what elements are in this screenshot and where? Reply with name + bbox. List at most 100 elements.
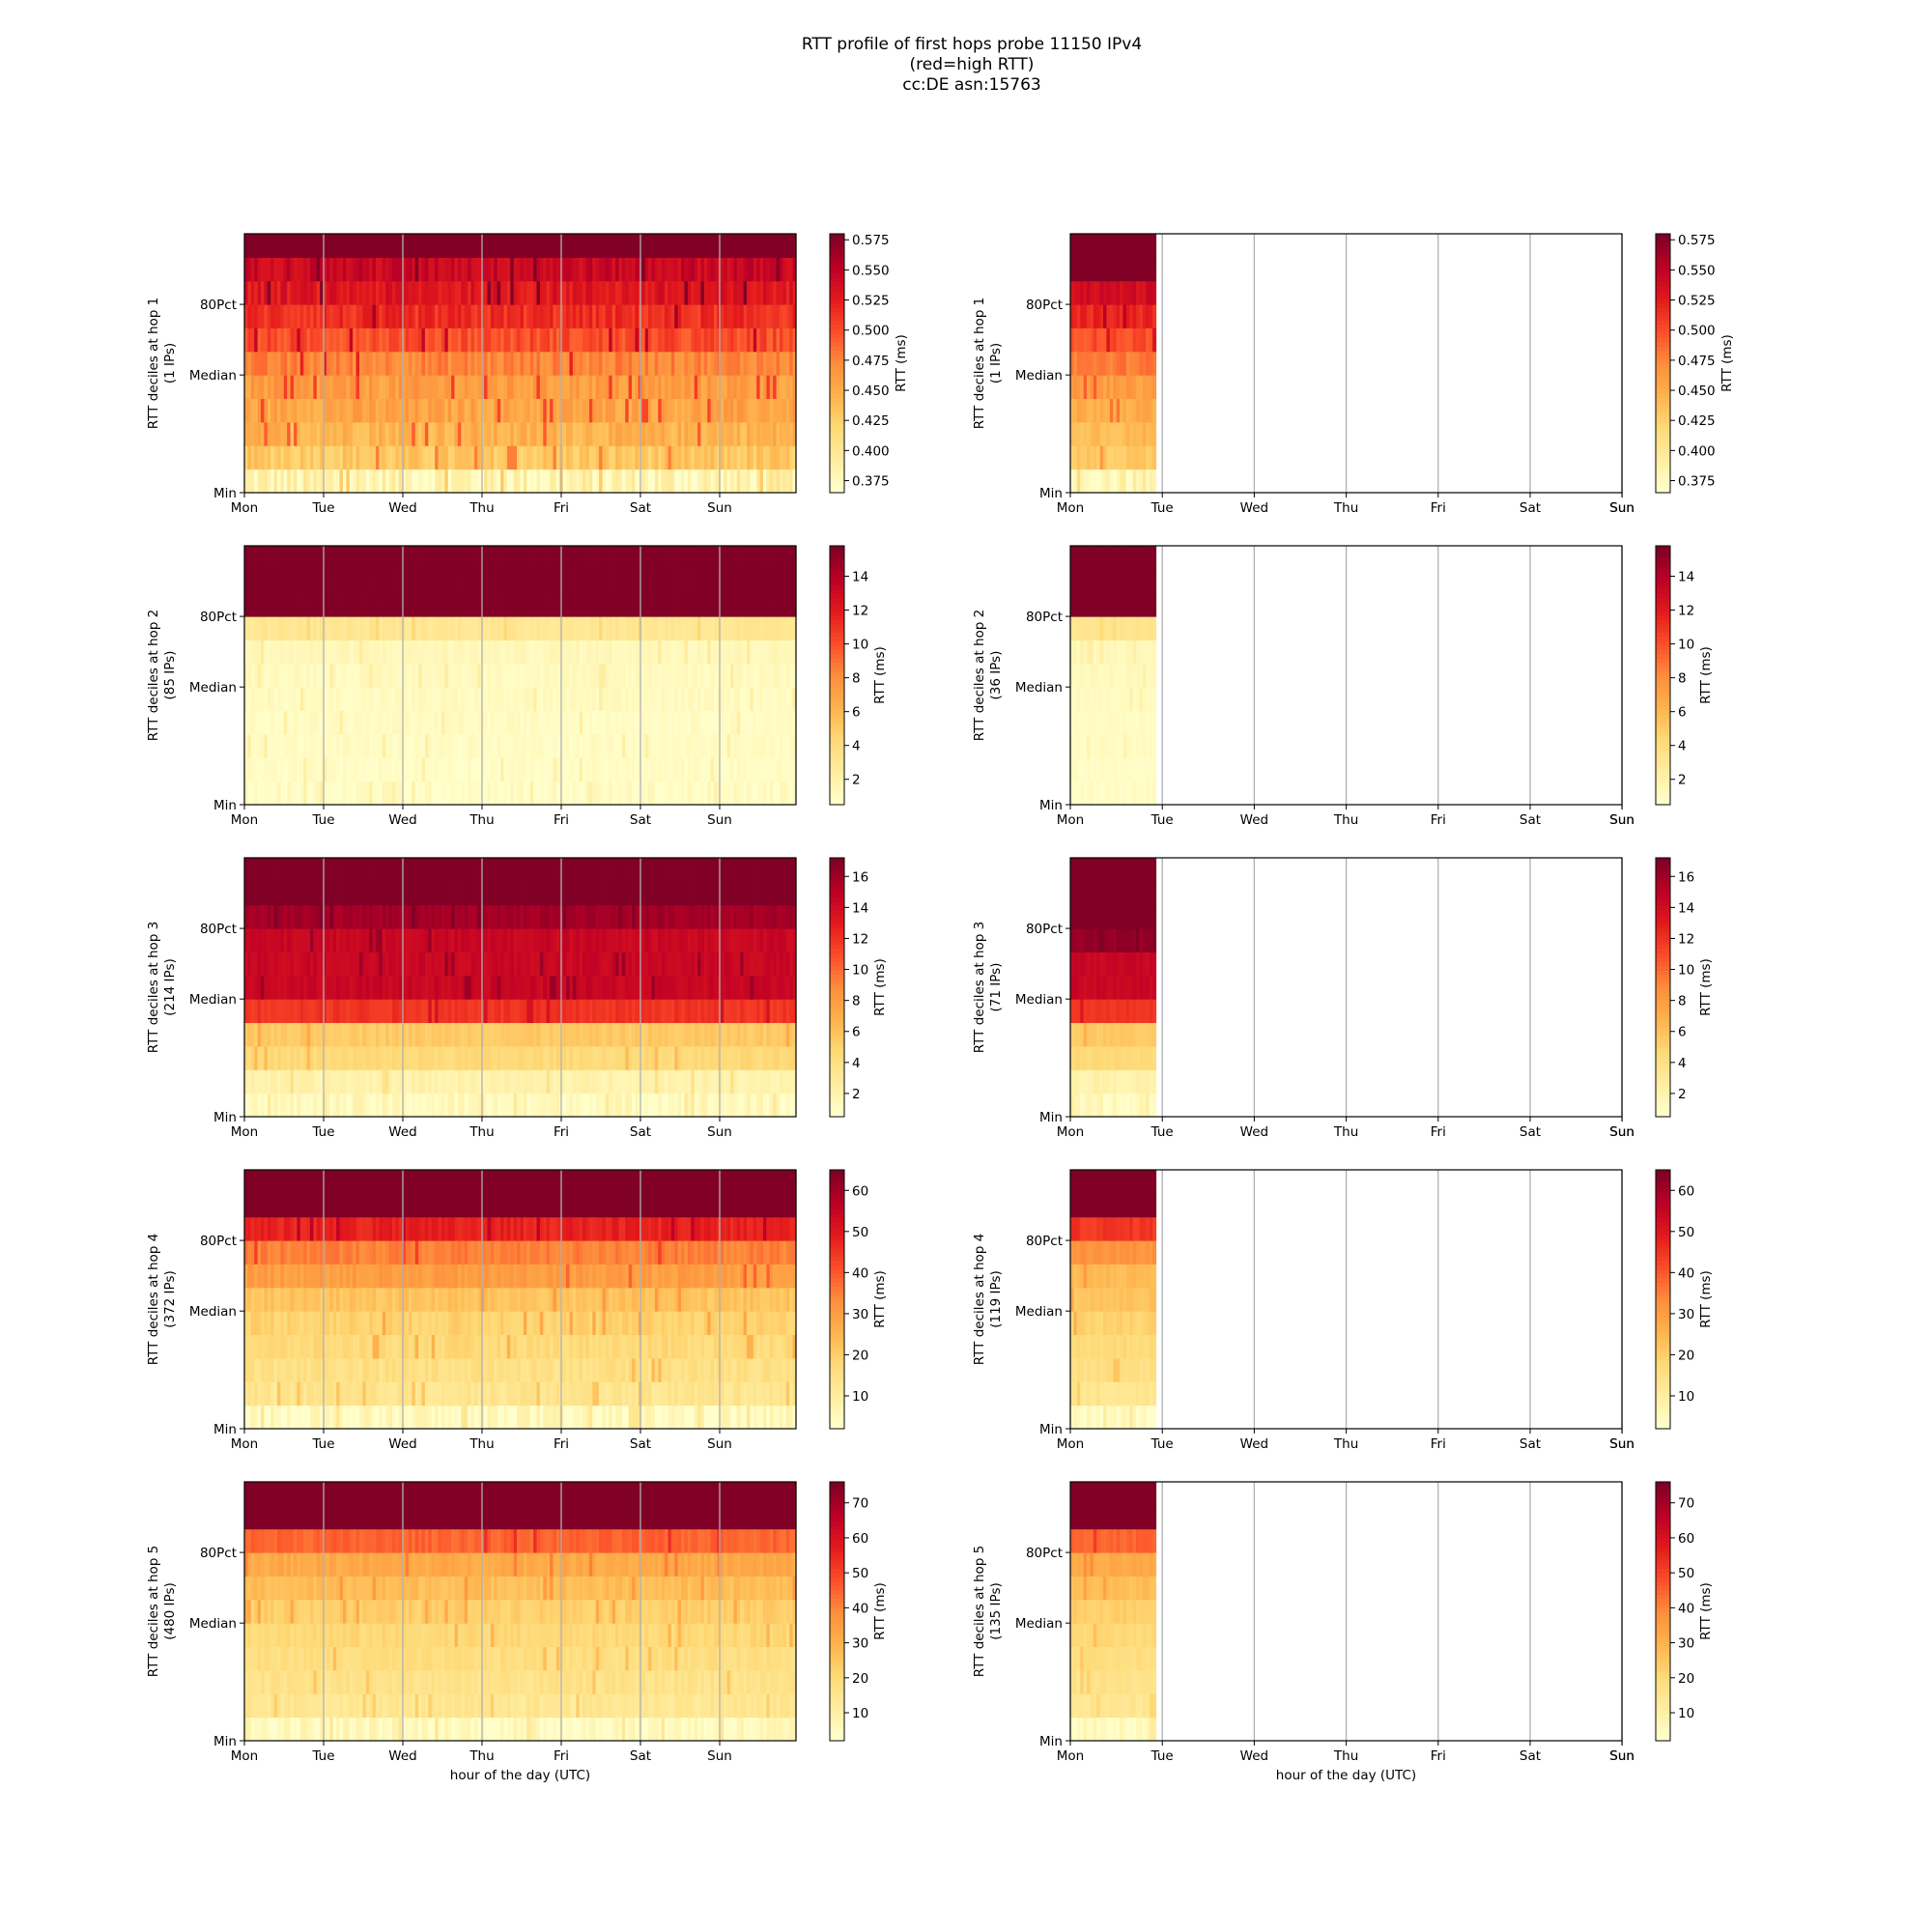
heatmap-cell [1080,234,1085,258]
heatmap-cell [661,280,666,305]
heatmap-cell [658,351,663,376]
heatmap-cell [710,234,715,258]
heatmap-cell [244,757,248,782]
heatmap-cell [336,375,341,400]
heatmap-cell [395,304,400,328]
heatmap-cell [785,351,790,376]
heatmap-cell [500,234,505,258]
heatmap-cell [464,687,469,712]
x-tick-label: Mon [231,812,258,828]
heatmap-cell [276,398,281,423]
colorbar-tick-label: 12 [852,604,868,619]
heatmap-cell [382,469,386,494]
heatmap-cell [710,304,715,328]
heatmap-cell [454,398,459,423]
heatmap-cell [1149,351,1153,376]
heatmap-cell [346,781,351,806]
heatmap-cell [438,304,442,328]
heatmap-cell [447,687,452,712]
heatmap-cell [1106,398,1111,423]
heatmap-cell [756,257,761,282]
heatmap-cell [654,469,659,494]
heatmap-cell [1152,592,1157,617]
heatmap-cell [405,757,410,782]
heatmap-cell [648,234,653,258]
heatmap-cell [1129,327,1134,353]
heatmap-cell [658,327,663,353]
heatmap-cell [743,445,748,470]
heatmap-cell [391,445,396,470]
heatmap-cell [353,257,357,282]
heatmap-cell [385,421,390,446]
colorbar-segment [830,623,844,629]
heatmap-cell [677,781,682,806]
heatmap-cell [648,445,653,470]
heatmap-cell [503,398,508,423]
heatmap-cell [684,733,689,758]
heatmap-cell [316,687,321,712]
heatmap-cell [435,781,440,806]
heatmap-cell [454,639,459,665]
heatmap-cell [1129,304,1134,328]
heatmap-cell [358,398,363,423]
heatmap-cell [421,757,426,782]
heatmap-cell [670,421,675,446]
heatmap-cell [273,375,278,400]
heatmap-cell [730,781,735,806]
heatmap-cell [1125,445,1130,470]
colorbar-segment [1656,597,1670,603]
heatmap-cell [1129,351,1134,376]
heatmap-cell [355,445,360,470]
heatmap-cell [431,445,436,470]
heatmap-cell [385,687,390,712]
heatmap-cell [332,592,337,617]
heatmap-cell [625,781,630,806]
heatmap-cell [1083,469,1088,494]
heatmap-cell [457,469,462,494]
heatmap-cell [766,710,771,735]
heatmap-cell [533,469,538,494]
heatmap-cell [759,257,764,282]
colorbar-segment [830,484,844,490]
heatmap-cell [789,757,794,782]
heatmap-cell [326,733,330,758]
heatmap-cell [480,257,485,282]
heatmap-cell [395,469,400,494]
heatmap-cell [506,710,511,735]
heatmap-cell [293,398,298,423]
heatmap-cell [470,421,475,446]
heatmap-cell [257,304,262,328]
heatmap-cell [276,781,281,806]
heatmap-cell [309,351,314,376]
heatmap-cell [1142,351,1147,376]
heatmap-cell [414,757,419,782]
heatmap-cell [1139,757,1144,782]
heatmap-cell [609,280,613,305]
heatmap-cell [611,280,616,305]
heatmap-cell [684,351,689,376]
heatmap-cell [369,327,374,353]
heatmap-cell [750,757,754,782]
heatmap-cell [477,304,482,328]
heatmap-cell [785,710,790,735]
heatmap-cell [424,257,429,282]
heatmap-cell [536,710,541,735]
heatmap-cell [1096,757,1101,782]
heatmap-cell [763,304,768,328]
colorbar-segment [1656,264,1670,270]
heatmap-cell [681,280,686,305]
heatmap-cell [349,445,354,470]
heatmap-cell [576,445,581,470]
heatmap-cell [290,639,295,665]
heatmap-cell [1109,398,1114,423]
heatmap-cell [776,781,781,806]
heatmap-cell [313,733,318,758]
heatmap-cell [513,757,518,782]
heatmap-cell [572,398,577,423]
heatmap-cell [339,757,344,782]
heatmap-cell [736,445,741,470]
heatmap-cell [385,351,390,376]
heatmap-cell [602,375,607,400]
heatmap-cell [1106,421,1111,446]
